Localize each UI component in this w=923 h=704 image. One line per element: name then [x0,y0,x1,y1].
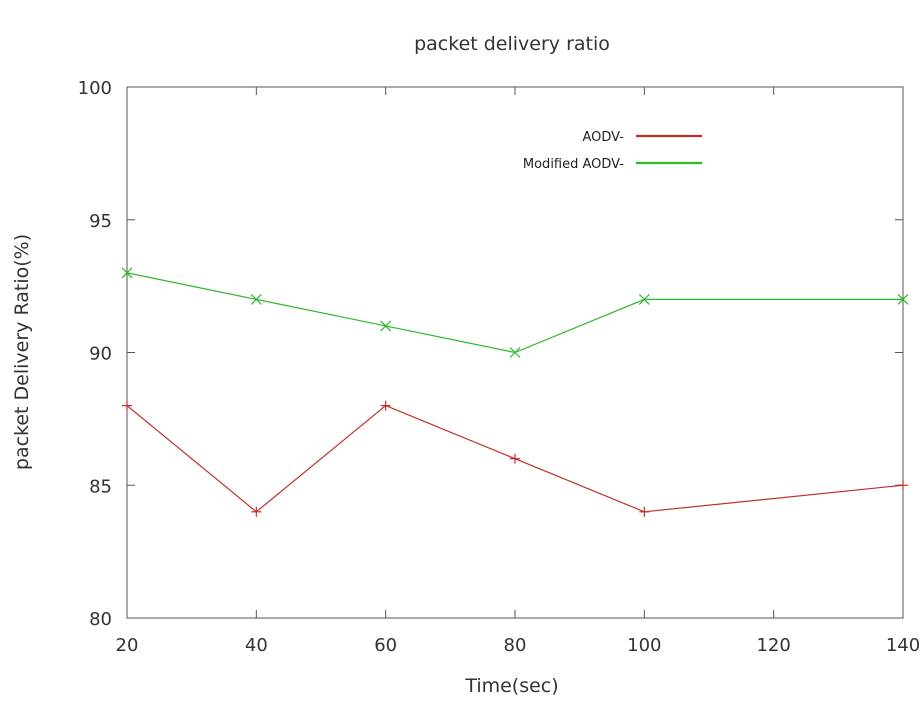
chart-title: packet delivery ratio [414,33,610,55]
data-point-aodv [510,453,520,464]
y-axis-label: packet Delivery Ratio(%) [11,234,33,470]
data-point-modified-aodv [897,293,909,305]
y-tick-label: 90 [89,344,112,365]
x-tick-label: 140 [886,635,920,656]
y-axis: 80 85 90 95 100 [78,78,903,630]
x-axis: 20 40 60 80 100 120 140 [116,87,920,656]
y-tick-label: 80 [89,609,112,630]
legend-label-modified-aodv: Modified AODV- [523,157,624,172]
series-line-modified-aodv [126,272,903,354]
x-tick-label: 40 [245,635,268,656]
legend: AODV- Modified AODV- [523,130,702,172]
x-tick-label: 80 [504,635,527,656]
data-point-modified-aodv [638,293,650,305]
data-point-modified-aodv [250,293,262,305]
data-point-modified-aodv [380,320,392,332]
series-line-aodv [126,404,904,513]
x-tick-label: 20 [116,635,139,656]
x-tick-label: 120 [756,635,790,656]
x-axis-label: Time(sec) [464,675,558,697]
x-tick-label: 100 [627,635,661,656]
legend-label-aodv: AODV- [582,130,624,145]
series-layer [121,267,909,517]
data-point-aodv [251,506,262,517]
data-point-modified-aodv [121,267,133,279]
data-point-aodv [380,400,391,411]
x-tick-label: 60 [374,635,397,656]
data-point-modified-aodv [509,347,521,358]
y-tick-label: 95 [89,211,112,232]
data-point-aodv [898,480,908,491]
y-tick-label: 85 [89,476,112,497]
data-point-aodv [639,506,650,517]
data-point-aodv [122,400,132,411]
plot-area: 20 40 60 80 100 120 140 80 85 90 95 100 [78,78,921,656]
y-tick-label: 100 [78,78,112,99]
